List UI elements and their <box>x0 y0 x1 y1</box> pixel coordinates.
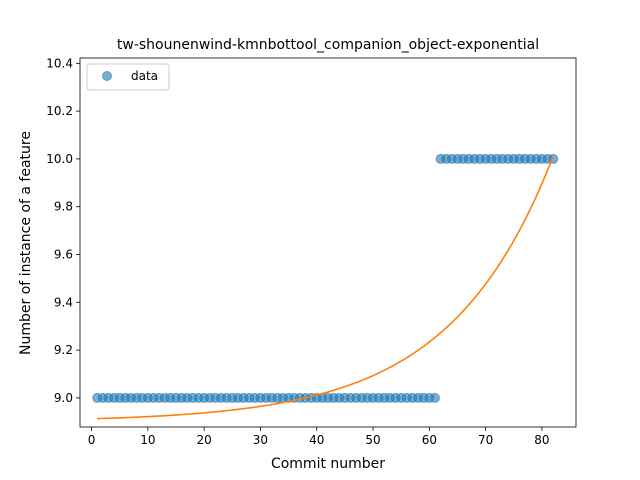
axes-frame <box>79 57 577 428</box>
legend: data <box>86 63 170 91</box>
x-axis-label: Commit number <box>271 456 385 472</box>
x-tick-label: 60 <box>422 433 437 447</box>
chart-title: tw-shounenwind-kmnbottool_companion_obje… <box>117 37 539 53</box>
plot-area: 0 10 20 30 40 50 60 70 80 9.0 9.2 9.4 9.6 9.8 10.0 10.2… <box>46 56 577 447</box>
legend-label-data: data <box>131 69 158 83</box>
y-tick-label: 9.4 <box>54 295 73 309</box>
y-axis-label: Number of instance of a feature <box>18 131 34 355</box>
x-tick-label: 0 <box>88 433 96 447</box>
y-tick-label: 10.4 <box>46 56 73 70</box>
data-point <box>429 392 440 403</box>
legend-frame <box>86 63 170 91</box>
y-tick-label: 10.2 <box>46 104 73 118</box>
x-tick-label: 80 <box>534 433 549 447</box>
y-tick-label: 9.8 <box>54 200 73 214</box>
y-tick-label: 9.2 <box>54 343 73 357</box>
x-tick-label: 30 <box>253 433 268 447</box>
y-tick-label: 9.0 <box>54 391 73 405</box>
x-tick-label: 10 <box>140 433 155 447</box>
fit-line <box>97 155 554 420</box>
legend-marker-data <box>102 71 112 81</box>
x-tick-label: 50 <box>365 433 380 447</box>
y-tick-label: 10.0 <box>46 152 73 166</box>
x-tick-label: 70 <box>478 433 493 447</box>
x-tick-label: 40 <box>309 433 324 447</box>
y-tick-label: 9.6 <box>54 248 73 262</box>
x-tick-label: 20 <box>197 433 212 447</box>
